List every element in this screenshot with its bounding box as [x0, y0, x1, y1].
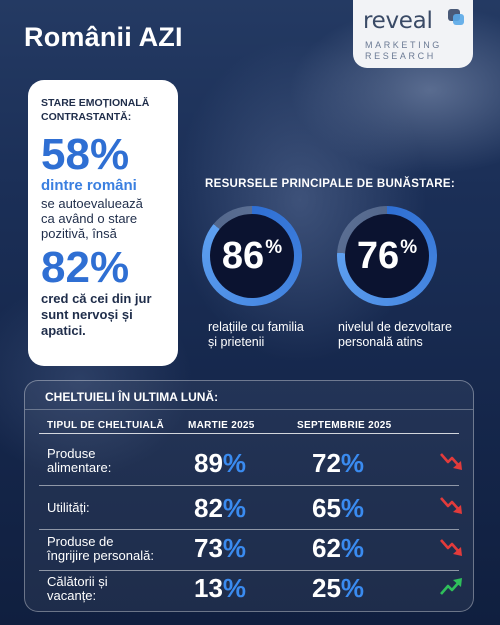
header-expense-type: TIPUL DE CHELTUIALĂ	[47, 420, 164, 431]
row-category: Produse alimentare:	[47, 447, 111, 475]
table-row: Produse de îngrijire personală: 73% 62%	[39, 531, 462, 569]
september-number: 65	[312, 493, 341, 523]
september-percent: %	[340, 493, 365, 523]
progress-ring-family: 86%	[202, 206, 302, 306]
caption-family-2: și prietenii	[208, 335, 265, 349]
trend-down-icon	[440, 539, 462, 556]
trend-up-icon	[440, 578, 462, 595]
ring-value-development: 76%	[345, 214, 429, 298]
march-value: 82%	[194, 493, 246, 524]
expenses-title: CHELTUIELI ÎN ULTIMA LUNĂ:	[45, 390, 219, 404]
table-row: Călătorii și vacanțe: 13% 25%	[39, 571, 462, 609]
row-category: Călătorii și vacanțe:	[47, 575, 108, 603]
caption-development-1: nivelul de dezvoltare	[338, 320, 452, 334]
september-number: 25	[312, 573, 341, 603]
ring-percent-development: %	[400, 237, 418, 258]
september-percent: %	[340, 573, 365, 603]
stat1-percent: %	[89, 130, 130, 179]
caption-development: nivelul de dezvoltare personală atins	[338, 320, 452, 350]
september-value: 72%	[312, 448, 364, 479]
trend-down-icon	[440, 497, 462, 514]
september-value: 62%	[312, 533, 364, 564]
ring-percent-family: %	[265, 237, 283, 258]
march-percent: %	[222, 448, 247, 478]
march-percent: %	[222, 533, 247, 563]
row-category-line2: vacanțe:	[47, 588, 97, 603]
row-category-line2: alimentare:	[47, 460, 112, 475]
march-percent: %	[222, 573, 247, 603]
march-number: 73	[194, 533, 223, 563]
table-row: Utilități: 82% 65%	[39, 489, 462, 527]
page-title: Românii AZI	[24, 22, 183, 52]
card-heading-1: STARE EMOȚIONALĂ	[41, 97, 150, 109]
stat2-text-3: apatici.	[41, 323, 86, 338]
stat2-number: 82%	[41, 245, 168, 291]
ring-value-family: 86%	[210, 214, 294, 298]
stat2-text-1: cred că cei din jur	[41, 291, 152, 306]
logo-mark-icon	[448, 9, 464, 25]
march-value: 13%	[194, 573, 246, 604]
emotional-state-card: STARE EMOȚIONALĂ CONTRASTANTĂ: 58% dintr…	[28, 80, 178, 366]
september-value: 25%	[312, 573, 364, 604]
trend-down-icon	[440, 453, 462, 470]
resources-title: RESURSELE PRINCIPALE DE BUNĂSTARE:	[205, 178, 456, 190]
caption-family: relațiile cu familia și prietenii	[208, 320, 304, 350]
stat1-text-1: se autoevaluează	[41, 196, 143, 211]
stat1-text-3: pozitivă, însă	[41, 226, 117, 241]
stat1-value: 58	[41, 130, 90, 179]
stat2-percent: %	[89, 243, 130, 292]
ring-number-family: 86	[221, 234, 265, 277]
reveal-logo: reveal MARKETING RESEARCH	[353, 0, 473, 68]
card-heading-2: CONTRASTANTĂ:	[41, 111, 132, 123]
march-number: 89	[194, 448, 223, 478]
row-divider	[39, 485, 459, 486]
title-divider	[25, 409, 473, 410]
table-row: Produse alimentare: 89% 72%	[39, 443, 462, 481]
caption-development-2: personală atins	[338, 335, 423, 349]
stat1-number: 58%	[41, 132, 168, 178]
progress-ring-development: 76%	[337, 206, 437, 306]
row-divider	[39, 570, 459, 571]
row-category-line1: Utilități:	[47, 500, 90, 515]
stat2-text-2: sunt nervoși și	[41, 307, 133, 322]
march-number: 13	[194, 573, 223, 603]
row-category-line1: Produse de	[47, 534, 114, 549]
september-number: 72	[312, 448, 341, 478]
expenses-table-card: CHELTUIELI ÎN ULTIMA LUNĂ: TIPUL DE CHEL…	[24, 380, 474, 612]
stat2-value: 82	[41, 243, 90, 292]
march-value: 73%	[194, 533, 246, 564]
caption-family-1: relațiile cu familia	[208, 320, 304, 334]
logo-wordmark: reveal	[363, 8, 433, 34]
row-category-line1: Produse	[47, 446, 96, 461]
march-percent: %	[222, 493, 247, 523]
september-value: 65%	[312, 493, 364, 524]
stat1-subject: dintre români	[41, 177, 137, 194]
september-percent: %	[340, 448, 365, 478]
row-category: Produse de îngrijire personală:	[47, 535, 154, 563]
logo-subtitle-2: RESEARCH	[365, 51, 436, 61]
march-value: 89%	[194, 448, 246, 479]
stat1-text-2: ca având o stare	[41, 211, 138, 226]
ring-number-development: 76	[356, 234, 400, 277]
september-percent: %	[340, 533, 365, 563]
logo-subtitle-1: MARKETING	[365, 40, 442, 50]
header-divider	[39, 433, 459, 434]
header-september-2025: SEPTEMBRIE 2025	[297, 420, 392, 431]
header-march-2025: MARTIE 2025	[188, 420, 255, 431]
march-number: 82	[194, 493, 223, 523]
row-category-line2: îngrijire personală:	[47, 548, 154, 563]
row-category: Utilități:	[47, 501, 90, 515]
row-divider	[39, 529, 459, 530]
september-number: 62	[312, 533, 341, 563]
row-category-line1: Călătorii și	[47, 574, 108, 589]
